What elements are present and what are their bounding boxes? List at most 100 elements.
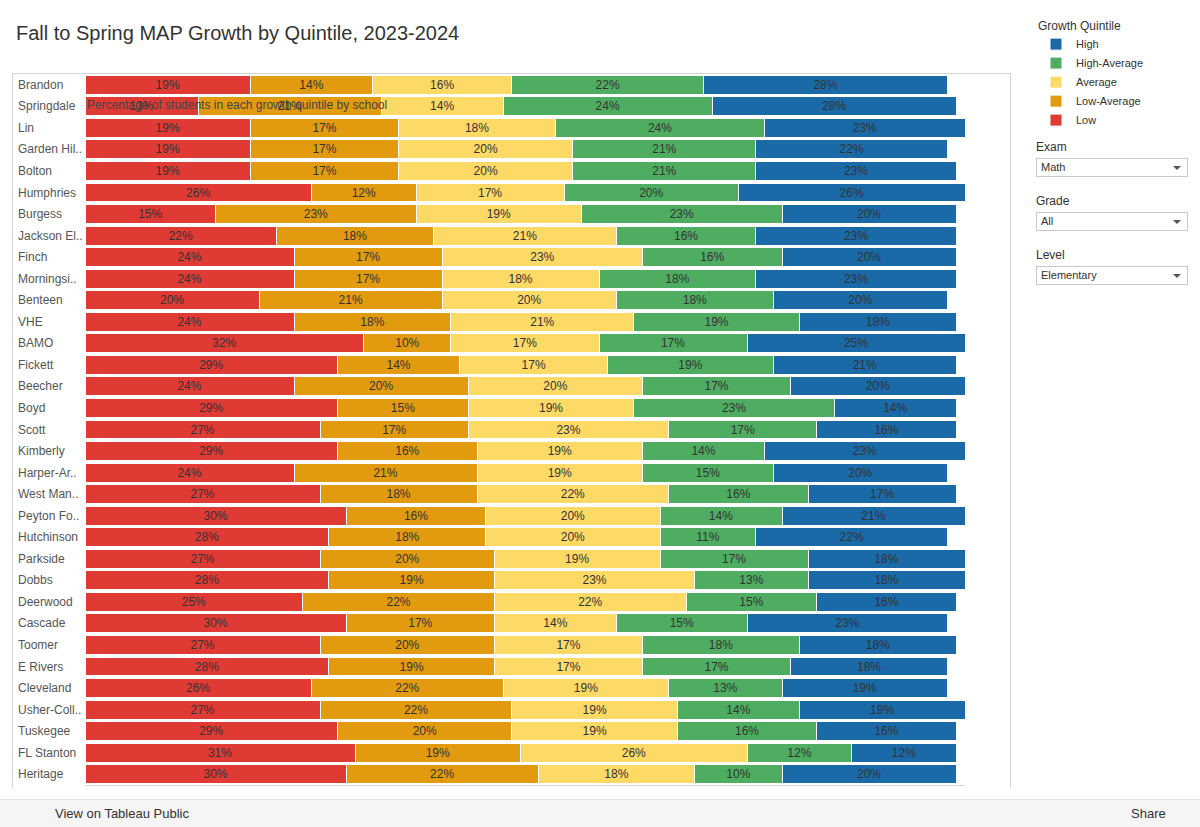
svg-text:23%: 23% <box>844 229 868 243</box>
svg-text:29%: 29% <box>199 401 223 415</box>
svg-text:13%: 13% <box>739 573 763 587</box>
svg-text:17%: 17% <box>705 379 729 393</box>
svg-text:25%: 25% <box>182 595 206 609</box>
svg-text:VHE: VHE <box>18 315 43 329</box>
svg-text:16%: 16% <box>726 487 750 501</box>
svg-text:18%: 18% <box>874 573 898 587</box>
svg-text:FL Stanton: FL Stanton <box>18 746 76 760</box>
svg-text:28%: 28% <box>195 660 219 674</box>
svg-text:19%: 19% <box>870 703 894 717</box>
svg-text:15%: 15% <box>739 595 763 609</box>
svg-text:28%: 28% <box>813 78 837 92</box>
svg-text:West Man..: West Man.. <box>18 487 78 501</box>
svg-text:18%: 18% <box>709 638 733 652</box>
svg-text:Springdale: Springdale <box>18 99 76 113</box>
svg-text:23%: 23% <box>844 272 868 286</box>
svg-text:22%: 22% <box>596 78 620 92</box>
svg-text:Usher-Coll..: Usher-Coll.. <box>18 703 81 717</box>
svg-text:22%: 22% <box>386 595 410 609</box>
svg-text:16%: 16% <box>874 595 898 609</box>
svg-text:Hutchinson: Hutchinson <box>18 530 78 544</box>
svg-text:Percentage of students in each: Percentage of students in each growth qu… <box>87 98 387 112</box>
svg-text:Kimberly: Kimberly <box>18 444 65 458</box>
svg-text:Burgess: Burgess <box>18 207 62 221</box>
svg-text:E Rivers: E Rivers <box>18 660 63 674</box>
svg-text:20%: 20% <box>369 379 393 393</box>
svg-text:23%: 23% <box>530 250 554 264</box>
svg-text:Average: Average <box>1076 76 1117 88</box>
svg-text:16%: 16% <box>874 423 898 437</box>
svg-text:19%: 19% <box>548 466 572 480</box>
svg-text:21%: 21% <box>853 358 877 372</box>
svg-text:16%: 16% <box>674 229 698 243</box>
svg-text:19%: 19% <box>156 121 180 135</box>
svg-text:22%: 22% <box>840 530 864 544</box>
svg-text:31%: 31% <box>208 746 232 760</box>
svg-text:14%: 14% <box>726 703 750 717</box>
svg-text:22%: 22% <box>404 703 428 717</box>
svg-text:18%: 18% <box>360 315 384 329</box>
svg-text:21%: 21% <box>513 229 537 243</box>
svg-text:Low: Low <box>1076 114 1096 126</box>
svg-text:20%: 20% <box>543 379 567 393</box>
svg-text:22%: 22% <box>395 681 419 695</box>
svg-text:17%: 17% <box>870 487 894 501</box>
svg-text:14%: 14% <box>691 444 715 458</box>
svg-text:19%: 19% <box>156 142 180 156</box>
svg-text:17%: 17% <box>556 660 580 674</box>
svg-text:28%: 28% <box>822 99 846 113</box>
svg-text:17%: 17% <box>661 336 685 350</box>
svg-text:Harper-Ar..: Harper-Ar.. <box>18 466 77 480</box>
svg-text:Morningsi..: Morningsi.. <box>18 272 77 286</box>
svg-text:17%: 17% <box>312 164 336 178</box>
svg-text:17%: 17% <box>356 272 380 286</box>
svg-text:22%: 22% <box>430 767 454 781</box>
svg-text:16%: 16% <box>735 724 759 738</box>
svg-text:18%: 18% <box>866 315 890 329</box>
svg-text:15%: 15% <box>391 401 415 415</box>
svg-text:17%: 17% <box>513 336 537 350</box>
svg-text:18%: 18% <box>683 293 707 307</box>
svg-text:19%: 19% <box>426 746 450 760</box>
svg-text:23%: 23% <box>835 616 859 630</box>
svg-text:30%: 30% <box>204 767 228 781</box>
svg-text:Heritage: Heritage <box>18 767 64 781</box>
svg-text:26%: 26% <box>186 681 210 695</box>
svg-text:24%: 24% <box>177 272 201 286</box>
svg-text:18%: 18% <box>386 487 410 501</box>
svg-text:21%: 21% <box>652 142 676 156</box>
svg-text:14%: 14% <box>883 401 907 415</box>
svg-text:18%: 18% <box>866 638 890 652</box>
svg-text:Fall to Spring MAP Growth by Q: Fall to Spring MAP Growth by Quintile, 2… <box>16 22 459 44</box>
svg-text:BAMO: BAMO <box>18 336 53 350</box>
svg-text:23%: 23% <box>583 573 607 587</box>
svg-text:24%: 24% <box>177 315 201 329</box>
svg-text:16%: 16% <box>874 724 898 738</box>
svg-text:20%: 20% <box>857 767 881 781</box>
svg-text:16%: 16% <box>430 78 454 92</box>
svg-text:24%: 24% <box>177 466 201 480</box>
svg-text:Scott: Scott <box>18 423 46 437</box>
svg-text:Tuskegee: Tuskegee <box>18 724 71 738</box>
svg-text:23%: 23% <box>853 121 877 135</box>
svg-text:28%: 28% <box>195 573 219 587</box>
svg-text:18%: 18% <box>343 229 367 243</box>
svg-text:12%: 12% <box>892 746 916 760</box>
svg-text:19%: 19% <box>156 164 180 178</box>
svg-text:20%: 20% <box>395 638 419 652</box>
svg-text:Bolton: Bolton <box>18 164 52 178</box>
svg-text:20%: 20% <box>561 530 585 544</box>
svg-text:19%: 19% <box>705 315 729 329</box>
svg-text:14%: 14% <box>386 358 410 372</box>
svg-text:23%: 23% <box>844 164 868 178</box>
svg-text:Jackson El..: Jackson El.. <box>18 229 83 243</box>
svg-text:19%: 19% <box>400 660 424 674</box>
svg-text:20%: 20% <box>395 552 419 566</box>
svg-text:Toomer: Toomer <box>18 638 58 652</box>
svg-text:19%: 19% <box>565 552 589 566</box>
svg-text:29%: 29% <box>199 724 223 738</box>
svg-text:20%: 20% <box>474 142 498 156</box>
svg-text:24%: 24% <box>596 99 620 113</box>
svg-text:17%: 17% <box>522 358 546 372</box>
svg-text:18%: 18% <box>665 272 689 286</box>
